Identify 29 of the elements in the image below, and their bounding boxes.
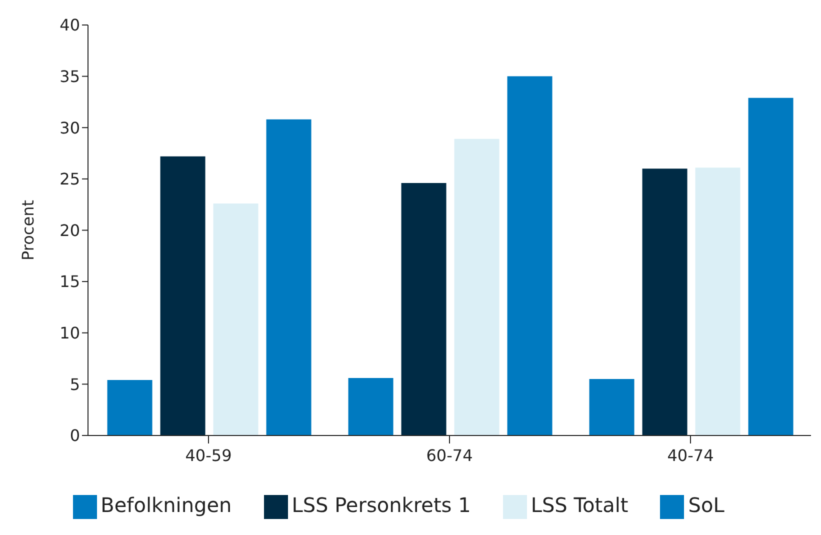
y-tick-label: 30 bbox=[60, 118, 80, 138]
x-tick-label: 60-74 bbox=[426, 446, 473, 465]
bar bbox=[589, 379, 634, 436]
y-tick-label: 40 bbox=[60, 16, 80, 35]
y-tick-label: 10 bbox=[60, 324, 80, 343]
bar bbox=[213, 204, 258, 436]
y-tick-label: 5 bbox=[70, 374, 80, 394]
y-tick-label: 35 bbox=[60, 66, 80, 86]
y-tick-label: 15 bbox=[60, 272, 80, 292]
legend-label: LSS Personkrets 1 bbox=[292, 493, 471, 518]
bar bbox=[266, 119, 312, 436]
bar bbox=[695, 168, 740, 436]
legend-label: SoL bbox=[688, 493, 724, 518]
y-axis-title: Procent bbox=[18, 200, 38, 260]
y-tick-label: 0 bbox=[70, 426, 80, 446]
bar bbox=[401, 183, 446, 436]
y-tick-label: 20 bbox=[60, 220, 80, 240]
bar bbox=[748, 98, 794, 436]
legend-label: Befolkningen bbox=[100, 493, 232, 518]
bar bbox=[454, 138, 500, 436]
legend-label: LSS Totalt bbox=[530, 493, 628, 518]
bar bbox=[348, 378, 394, 436]
bar bbox=[160, 156, 206, 436]
bar bbox=[642, 168, 688, 436]
bar bbox=[507, 76, 552, 436]
bar bbox=[107, 380, 152, 436]
x-tick-label: 40-59 bbox=[185, 446, 232, 465]
y-tick-label: 25 bbox=[60, 170, 80, 189]
x-tick-label: 40-74 bbox=[667, 446, 714, 465]
